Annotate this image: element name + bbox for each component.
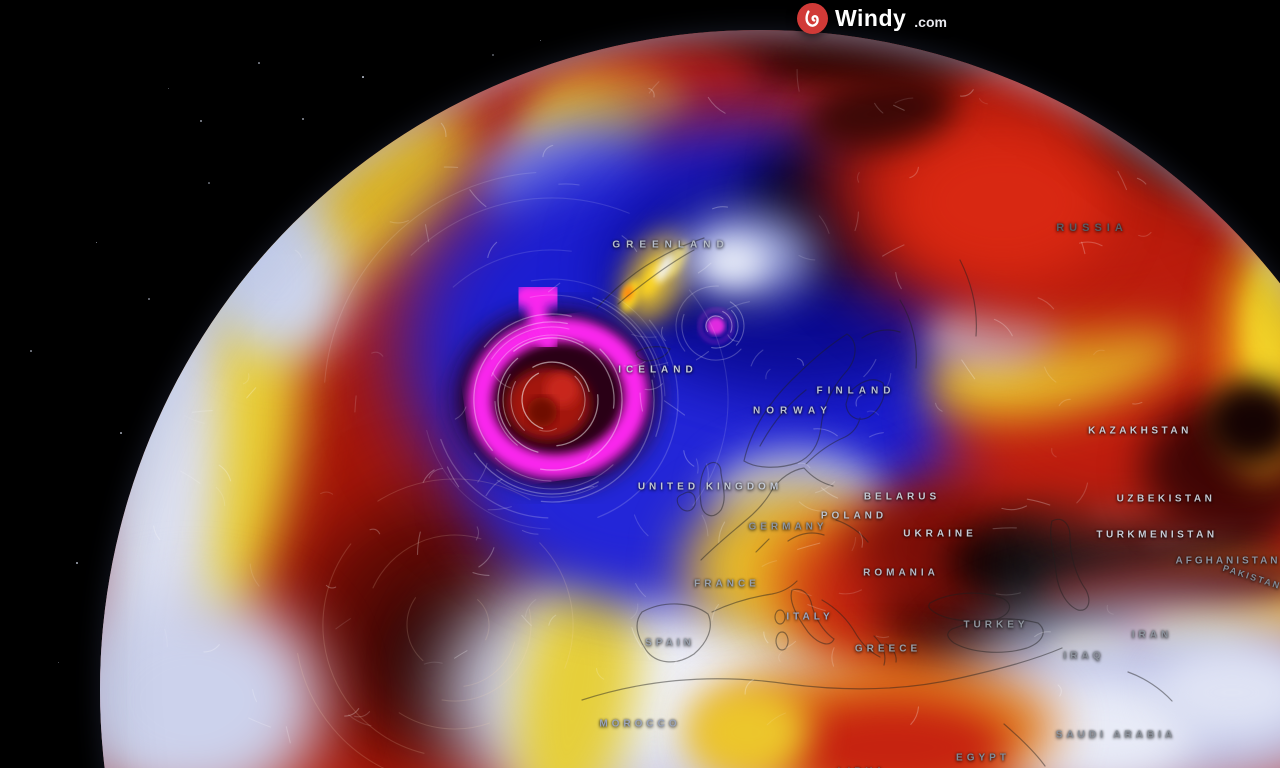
country-label-iceland: ICELAND xyxy=(618,364,698,376)
country-label-egypt: EGYPT xyxy=(956,752,1010,764)
windy-wordmark: Windy xyxy=(835,5,907,31)
country-label-norway: NORWAY xyxy=(753,405,833,417)
star xyxy=(362,76,364,78)
country-label-germany: GERMANY xyxy=(748,521,828,533)
anomaly-blob xyxy=(777,699,1007,768)
country-label-turkmenistan: TURKMENISTAN xyxy=(1096,529,1218,541)
country-label-afghanistan: AFGHANISTAN xyxy=(1175,555,1280,567)
country-label-finland: FINLAND xyxy=(816,385,896,397)
country-label-kazakhstan: KAZAKHSTAN xyxy=(1088,425,1192,437)
country-label-italy: ITALY xyxy=(786,611,834,623)
country-label-russia: RUSSIA xyxy=(1056,222,1128,234)
star xyxy=(58,662,59,663)
anomaly-blob xyxy=(1204,379,1280,465)
country-label-romania: ROMANIA xyxy=(863,567,939,579)
windy-tld: .com xyxy=(914,14,947,30)
star xyxy=(168,88,169,89)
anomaly-blob xyxy=(892,122,1112,282)
star xyxy=(76,562,78,564)
country-label-morocco: MOROCCO xyxy=(599,718,681,730)
wind-swirl-icon xyxy=(804,9,819,27)
vortex-hook xyxy=(522,292,554,342)
star xyxy=(208,182,210,184)
windy-logo[interactable]: Windy .com xyxy=(797,3,947,34)
country-label-saudi-arabia: SAUDI ARABIA xyxy=(1055,729,1177,741)
star xyxy=(200,120,202,122)
anomaly-blob xyxy=(684,684,810,768)
country-label-greece: GREECE xyxy=(854,643,922,655)
country-label-spain: SPAIN xyxy=(645,637,695,649)
country-label-poland: POLAND xyxy=(820,510,888,522)
windy-badge-icon xyxy=(797,3,828,34)
country-label-iran: IRAN xyxy=(1131,629,1173,641)
country-label-ukraine: UKRAINE xyxy=(903,528,977,540)
star xyxy=(258,62,260,64)
country-label-uzbekistan: UZBEKISTAN xyxy=(1116,493,1216,505)
country-label-turkey: TURKEY xyxy=(963,619,1029,631)
country-label-united-kingdom: UNITED KINGDOM xyxy=(637,481,783,493)
country-label-france: FRANCE xyxy=(694,578,760,590)
star xyxy=(30,350,32,352)
country-label-iraq: IRAQ xyxy=(1063,650,1105,662)
vortex-core-bright xyxy=(545,373,579,407)
country-label-pakistan: PAKISTAN xyxy=(1221,562,1280,592)
star xyxy=(302,118,304,120)
star xyxy=(96,242,97,243)
secondary-vortex-ring xyxy=(700,310,732,342)
anomaly-blob xyxy=(1157,649,1280,735)
star xyxy=(540,40,541,41)
star xyxy=(492,54,494,56)
anomaly-blob xyxy=(699,241,765,283)
secondary-vortex xyxy=(707,317,725,335)
country-label-libya: LIBYA xyxy=(837,767,886,768)
country-label-belarus: BELARUS xyxy=(863,491,941,503)
country-label-greenland: GREENLAND xyxy=(612,239,730,251)
vortex-core-dark xyxy=(527,397,557,427)
